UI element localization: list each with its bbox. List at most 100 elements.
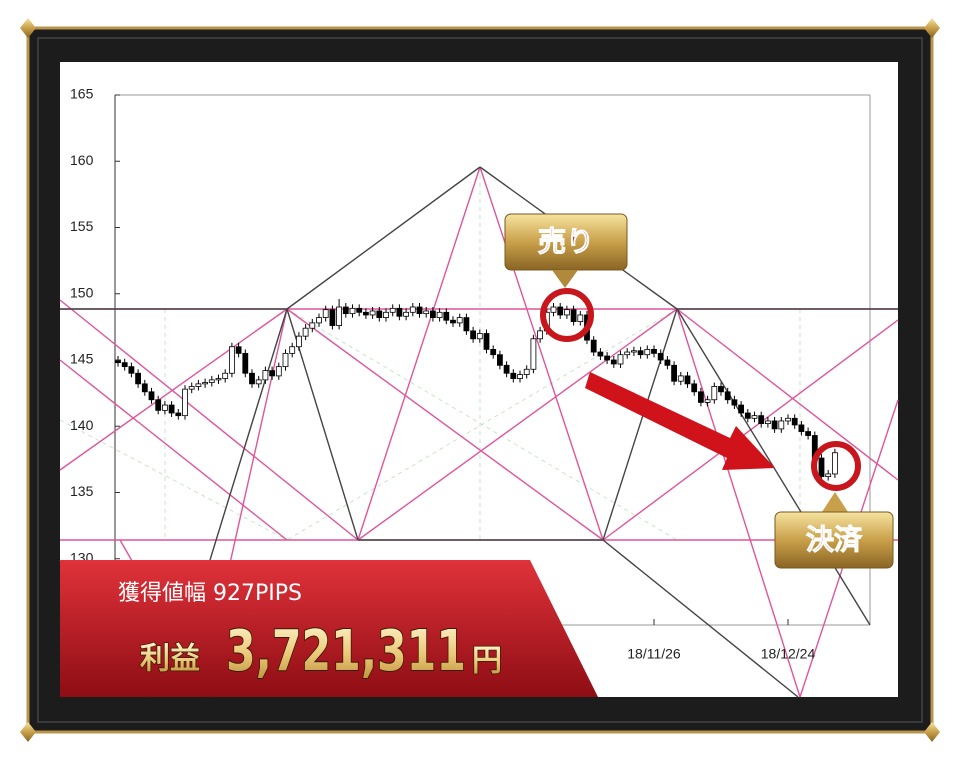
candle-body <box>711 386 718 401</box>
candle-body <box>778 420 785 430</box>
candle-body <box>416 306 423 315</box>
candle-body <box>496 354 503 366</box>
candle-body <box>396 307 403 317</box>
candle-body <box>624 351 631 356</box>
candle-body <box>698 391 704 403</box>
frame-inner <box>37 37 923 723</box>
y-tick-label: 165 <box>70 86 94 102</box>
candle-body <box>148 391 155 401</box>
candle-body <box>744 412 751 419</box>
y-tick-label: 140 <box>70 417 94 433</box>
candle-body <box>684 375 691 385</box>
candle-body <box>550 306 557 313</box>
candle-body <box>282 352 289 368</box>
candle-body <box>537 330 543 340</box>
sell-marker <box>540 288 594 342</box>
candle-body <box>289 346 296 354</box>
candle-body <box>590 339 597 353</box>
candle-body <box>222 372 229 379</box>
candle-body <box>141 383 148 393</box>
candle-body <box>389 307 396 313</box>
y-tick-label: 145 <box>70 351 94 367</box>
candle-body <box>798 424 805 432</box>
y-tick-label: 135 <box>70 483 94 499</box>
candle-body <box>758 415 765 424</box>
candle-body <box>503 364 510 374</box>
candle-body <box>242 352 249 374</box>
candle-body <box>785 417 791 422</box>
candle-body <box>791 417 798 426</box>
candle-body <box>188 386 195 390</box>
candle-body <box>604 355 610 361</box>
profit-label: 利益 <box>140 642 200 677</box>
candle-body <box>161 404 168 411</box>
callout-pointer <box>552 270 578 288</box>
y-tick-label: 155 <box>70 218 94 234</box>
candle-body <box>121 362 128 368</box>
candle-body <box>255 379 262 385</box>
candle-body <box>409 306 416 313</box>
candle-body <box>356 307 363 313</box>
candle-body <box>228 346 235 374</box>
candle-body <box>631 350 637 353</box>
y-tick-label: 160 <box>70 152 94 168</box>
candle-body <box>269 370 276 377</box>
candle-body <box>436 311 443 318</box>
x-tick-label: 18/12/24 <box>761 646 816 662</box>
candle-body <box>249 372 255 385</box>
candle-body <box>443 311 450 321</box>
candle-body <box>195 383 202 387</box>
candle-body <box>751 415 758 419</box>
candle-body <box>168 404 175 414</box>
candle-body <box>564 309 570 316</box>
frame-corners <box>20 18 940 742</box>
candle-body <box>664 359 671 366</box>
candle-body <box>771 420 778 430</box>
trend-arrow <box>585 372 775 470</box>
sell-callout: 売り <box>504 213 628 288</box>
candle-body <box>215 378 222 381</box>
candle-body <box>677 375 684 382</box>
candle-body <box>610 359 617 365</box>
candle-body <box>450 319 456 324</box>
y-tick-label: 150 <box>70 284 94 300</box>
settle-marker <box>811 441 861 491</box>
profit-value: 3,721,311 <box>226 619 466 684</box>
candle-body <box>175 412 182 417</box>
candle-body <box>302 327 309 337</box>
result-banner: 獲得値幅 927PIPS 利益 3,721,311 円 <box>60 560 598 697</box>
candle-body <box>738 404 744 414</box>
candle-body <box>329 309 336 326</box>
candle-body <box>383 311 389 318</box>
candle-body <box>637 350 644 356</box>
candle-body <box>470 330 477 340</box>
candle-body <box>704 399 711 403</box>
candle-body <box>490 348 497 356</box>
candle-body <box>557 306 564 316</box>
candle-body <box>182 388 188 417</box>
candle-body <box>295 335 302 348</box>
candle-body <box>336 306 343 326</box>
candle-body <box>597 351 604 357</box>
candle-body <box>510 372 517 379</box>
candle-body <box>362 311 369 316</box>
candle-body <box>724 391 731 401</box>
candle-body <box>235 346 242 354</box>
candle-body <box>429 310 436 319</box>
candle-body <box>718 386 724 393</box>
candle-body <box>476 333 483 340</box>
candle-body <box>463 317 470 332</box>
candle-body <box>135 372 142 385</box>
candle-body <box>570 309 577 322</box>
candle-body <box>671 364 677 382</box>
candle-body <box>369 310 376 316</box>
banner-bg <box>60 560 598 697</box>
candle-body <box>403 311 410 317</box>
currency: 円 <box>472 644 502 679</box>
candle-body <box>657 352 664 361</box>
candle-body <box>155 399 162 411</box>
candle-body <box>530 338 537 370</box>
candle-body <box>805 431 811 436</box>
candle-body <box>517 374 523 379</box>
